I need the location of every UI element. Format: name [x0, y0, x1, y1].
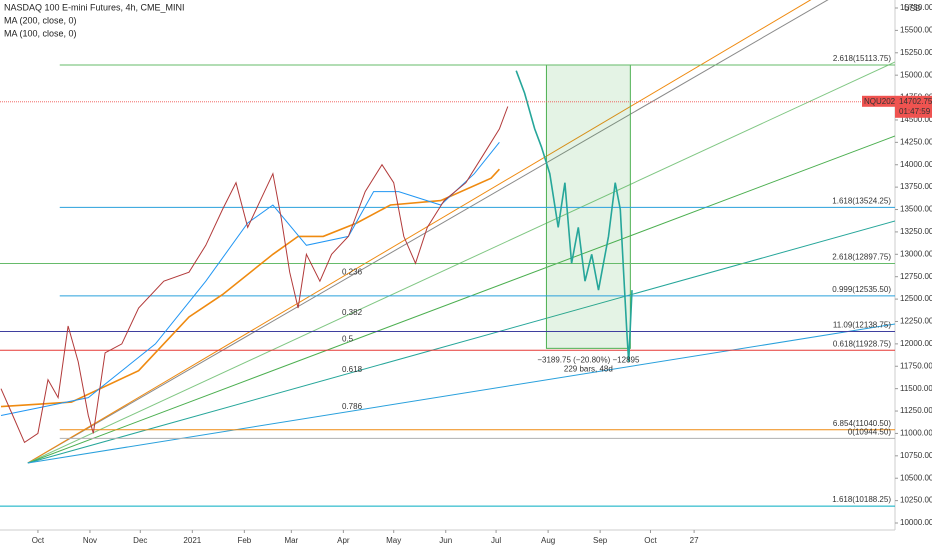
fan-line [27, 135, 895, 464]
fan-label: 0.236 [342, 267, 363, 276]
y-tick-label: 15500.00 [900, 26, 932, 35]
price-line [0, 106, 509, 444]
y-tick-label: 13500.00 [900, 205, 932, 214]
symbol-tag [862, 95, 895, 107]
x-tick-label: Apr [337, 536, 350, 545]
plot: 0.236 0.382 0.5 0.618 0.786 2.618(15113.75) 1.… [0, 0, 895, 507]
y-tick-label: 13000.00 [900, 249, 932, 258]
indicator-label: MA (100, close, 0) [4, 28, 77, 38]
y-tick-label: 12500.00 [900, 294, 932, 303]
x-tick-label: Dec [133, 536, 147, 545]
x-tick-label: Oct [32, 536, 45, 545]
fan-label: 0.382 [342, 308, 363, 317]
level-label: 6.854(11040.50) [833, 419, 891, 428]
indicator-label: MA (200, close, 0) [4, 15, 77, 25]
x-tick-label: Feb [237, 536, 251, 545]
y-tick-label: 12250.00 [900, 317, 932, 326]
level-label: 2.618(15113.75) [833, 54, 891, 63]
symbol-label: NQU2021 [864, 97, 900, 106]
fan-line [27, 0, 812, 464]
level-label: 1.618(13524.25) [832, 196, 891, 205]
fan-line [27, 61, 895, 464]
x-tick-label: 27 [690, 536, 699, 545]
level-label: 0(10944.50) [848, 428, 891, 437]
currency-label: USD [904, 4, 921, 13]
fan-line [27, 0, 829, 464]
level-label: 1.618(10188.25) [832, 495, 891, 504]
x-tick-label: Jul [491, 536, 501, 545]
price-tag-label: 14702.75 [899, 97, 932, 106]
y-tick-label: 10500.00 [900, 473, 932, 482]
x-tick-label: Nov [83, 536, 97, 545]
x-tick-label: Sep [593, 536, 608, 545]
y-tick-label: 15250.00 [900, 48, 932, 57]
y-tick-label: 15000.00 [900, 70, 932, 79]
y-tick-label: 13750.00 [900, 182, 932, 191]
x-tick-label: Jun [439, 536, 452, 545]
x-tick-label: 2021 [183, 536, 201, 545]
fan-line [27, 220, 895, 464]
price-line [0, 141, 500, 416]
x-tick-label: Mar [284, 536, 298, 545]
measure-label: −3189.75 (−20.80%) −12895 [537, 355, 640, 364]
fan-label: 0.786 [342, 402, 363, 411]
fan-line [27, 323, 895, 464]
y-tick-label: 12750.00 [900, 272, 932, 281]
y-tick-label: 11750.00 [900, 361, 932, 370]
level-label: 0.999(12535.50) [832, 285, 891, 294]
y-tick-label: 14500.00 [900, 115, 932, 124]
fan-label: 0.618 [342, 365, 363, 374]
countdown-label: 01:47:59 [899, 107, 931, 116]
price-tag [895, 95, 932, 118]
x-tick-label: Aug [541, 536, 555, 545]
y-tick-label: 11000.00 [900, 429, 932, 438]
y-tick-label: 13250.00 [900, 227, 932, 236]
chart-title: NASDAQ 100 E-mini Futures, 4h, CME_MINI [4, 2, 185, 12]
range-box [545, 64, 631, 349]
y-tick-label: 10000.00 [900, 518, 932, 527]
y-tick-label: 10250.00 [900, 496, 932, 505]
y-tick-label: 14000.00 [900, 160, 932, 169]
price-line [515, 70, 633, 362]
price-line [0, 168, 500, 408]
y-tick-label: 11500.00 [900, 384, 932, 393]
x-tick-label: May [386, 536, 401, 545]
x-tick-label: Oct [644, 536, 657, 545]
level-label: 0.618(11928.75) [833, 339, 891, 348]
level-label: 2.618(12897.75) [832, 253, 891, 262]
y-tick-label: 15750.00 [900, 3, 932, 12]
duration-label: 229 bars, 48d [564, 364, 613, 373]
y-tick-label: 10750.00 [900, 451, 932, 460]
y-tick-label: 11250.00 [900, 406, 932, 415]
y-tick-label: 14250.00 [900, 137, 932, 146]
level-label: 11.09(12138.75) [833, 321, 891, 330]
fan-label: 0.5 [342, 334, 354, 343]
y-tick-label: 12000.00 [900, 339, 932, 348]
